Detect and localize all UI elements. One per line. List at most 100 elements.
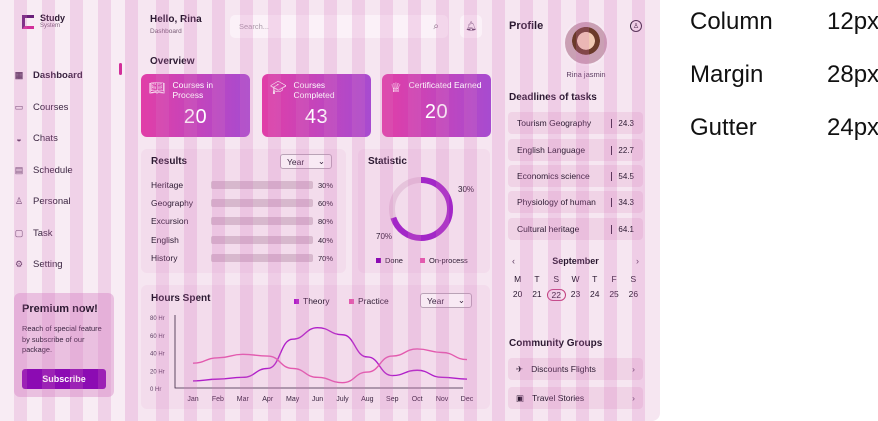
logo-icon bbox=[22, 15, 34, 29]
chevron-right-icon[interactable]: › bbox=[636, 256, 639, 266]
x-tick-label: May bbox=[286, 396, 300, 403]
sidebar-item-chats[interactable]: ◒ Chats bbox=[14, 123, 120, 155]
bell-icon[interactable]: 🔔︎ bbox=[460, 15, 482, 38]
community-item-travel-stories[interactable]: ▣ Travel Stories › bbox=[508, 387, 643, 409]
margin-label: Margin bbox=[690, 61, 764, 88]
calendar-date[interactable]: 26 bbox=[628, 289, 639, 299]
courses-in-process-card[interactable]: 📖︎ Courses in Process 20 bbox=[141, 74, 250, 137]
deadline-name: Tourism Geography bbox=[517, 118, 592, 128]
legend-swatch bbox=[349, 298, 354, 304]
calendar-month: September bbox=[552, 256, 599, 266]
done-percent: 70% bbox=[376, 232, 393, 241]
series-line-practice bbox=[192, 348, 468, 384]
deadline-item[interactable]: English Language 22.7 bbox=[508, 139, 643, 161]
subscribe-button[interactable]: Subscribe bbox=[22, 369, 106, 389]
result-name: English bbox=[151, 235, 179, 245]
hours-spent-panel: Hours Spent Theory Practice Year ⌄ 80 Hr 6… bbox=[141, 285, 490, 409]
calendar-weekday: F bbox=[611, 274, 617, 284]
result-bar-track bbox=[211, 217, 313, 225]
sidebar-item-dashboard[interactable]: ▦ Dashboard bbox=[14, 60, 122, 92]
y-tick-label: 80 Hr bbox=[150, 316, 165, 322]
calendar-date[interactable]: 25 bbox=[609, 289, 619, 299]
community-name: Travel Stories bbox=[532, 393, 585, 403]
sidebar-item-label: Courses bbox=[33, 101, 69, 113]
deadline-name: English Language bbox=[517, 145, 586, 155]
brand-subtitle: System bbox=[40, 23, 61, 29]
dropdown-value: Year bbox=[287, 156, 305, 167]
sidebar-item-schedule[interactable]: ▤ Schedule bbox=[14, 155, 120, 187]
result-percent: 70% bbox=[318, 253, 334, 263]
community-item-discounts-flights[interactable]: ✈ Discounts Flights › bbox=[508, 358, 643, 380]
deadline-item[interactable]: Economics science 54.5 bbox=[508, 165, 643, 187]
column-label: Column bbox=[690, 8, 773, 35]
sidebar-item-task[interactable]: ▢ Task bbox=[14, 218, 120, 250]
calendar-weekday: S bbox=[630, 274, 637, 284]
gutter-value: 24px bbox=[827, 114, 878, 141]
chevron-right-icon: › bbox=[632, 393, 635, 403]
schedule-icon: ▤ bbox=[14, 164, 24, 175]
y-tick-label: 20 Hr bbox=[150, 369, 165, 375]
series-line-theory bbox=[192, 326, 468, 382]
premium-card: Premium now! Reach of special feature by… bbox=[14, 293, 114, 397]
breadcrumb: Dashboard bbox=[150, 28, 182, 35]
search-placeholder: Search... bbox=[239, 22, 270, 31]
margin-value: 28px bbox=[827, 61, 878, 88]
calendar-date[interactable]: 24 bbox=[590, 289, 600, 299]
result-name: Excursion bbox=[151, 216, 189, 226]
legend-label: On-process bbox=[429, 256, 468, 265]
result-row: Excursion 80% bbox=[151, 215, 333, 227]
result-row: Geography 60% bbox=[151, 197, 334, 209]
grid-icon: ▦ bbox=[14, 70, 24, 81]
premium-text: Reach of special feature by subscribe of… bbox=[22, 324, 102, 354]
x-tick-label: Jun bbox=[312, 396, 323, 403]
calendar-date[interactable]: 23 bbox=[570, 289, 581, 299]
search-input[interactable]: Search... ⌕ bbox=[230, 15, 448, 38]
certificates-earned-card[interactable]: ♕ Certificated Earned 20 bbox=[382, 74, 491, 137]
calendar-date[interactable]: 20 bbox=[512, 289, 523, 299]
deadline-value: 24.3 bbox=[611, 118, 634, 128]
hours-line-chart: 80 Hr 60 Hr 40 Hr 20 Hr 0 Hr Jan Feb Mar Apr May J… bbox=[150, 315, 474, 403]
logo[interactable]: Study System bbox=[22, 14, 65, 30]
card-label: Certificated Earned bbox=[408, 80, 482, 90]
grid-column bbox=[125, 0, 138, 421]
sidebar-item-courses[interactable]: ▭ Courses bbox=[14, 92, 120, 124]
courses-completed-card[interactable]: 🎓︎ Courses Completed 43 bbox=[262, 74, 371, 137]
sidebar-item-personal[interactable]: ♙ Personal bbox=[14, 186, 120, 218]
legend-label: Practice bbox=[358, 296, 389, 306]
result-percent: 60% bbox=[318, 198, 334, 208]
grid-column bbox=[492, 0, 505, 421]
result-row: History 70% bbox=[151, 252, 334, 264]
hours-year-dropdown[interactable]: Year ⌄ bbox=[420, 293, 472, 308]
deadline-value: 54.5 bbox=[611, 171, 634, 181]
chat-icon: ◒ bbox=[16, 133, 22, 144]
hours-title: Hours Spent bbox=[151, 293, 211, 304]
deadline-item[interactable]: Cultural heritage 64.1 bbox=[508, 218, 643, 240]
deadline-name: Economics science bbox=[517, 171, 590, 181]
gutter-label: Gutter bbox=[690, 114, 757, 141]
x-tick-label: Mar bbox=[237, 396, 250, 403]
crown-icon: ♕ bbox=[390, 80, 402, 95]
results-year-dropdown[interactable]: Year ⌄ bbox=[280, 154, 332, 169]
chevron-left-icon[interactable]: ‹ bbox=[512, 256, 515, 266]
calendar-date[interactable]: 22 bbox=[546, 289, 566, 301]
result-bar-track bbox=[211, 199, 313, 207]
search-icon[interactable]: ⌕ bbox=[433, 21, 439, 32]
calendar-weekday: T bbox=[534, 274, 540, 284]
deadline-item[interactable]: Tourism Geography 24.3 bbox=[508, 112, 643, 134]
avatar[interactable] bbox=[563, 20, 609, 66]
column-value: 12px bbox=[827, 8, 878, 35]
result-row: Heritage 30% bbox=[151, 179, 333, 191]
result-percent: 40% bbox=[318, 235, 334, 245]
legend-swatch bbox=[376, 258, 381, 263]
x-tick-label: Feb bbox=[212, 396, 224, 403]
sidebar-item-label: Setting bbox=[33, 259, 63, 271]
graduation-cap-icon: 🎓︎ bbox=[270, 80, 287, 95]
result-bar-track bbox=[211, 236, 313, 244]
courses-icon: ▭ bbox=[14, 101, 24, 112]
deadline-item[interactable]: Physiology of human 34.3 bbox=[508, 191, 643, 213]
user-icon[interactable]: ♙ bbox=[630, 20, 642, 32]
calendar-date[interactable]: 21 bbox=[532, 289, 542, 299]
sidebar-item-setting[interactable]: ⚙ Setting bbox=[14, 249, 120, 281]
results-title: Results bbox=[151, 156, 188, 167]
profile-title: Profile bbox=[509, 20, 544, 32]
